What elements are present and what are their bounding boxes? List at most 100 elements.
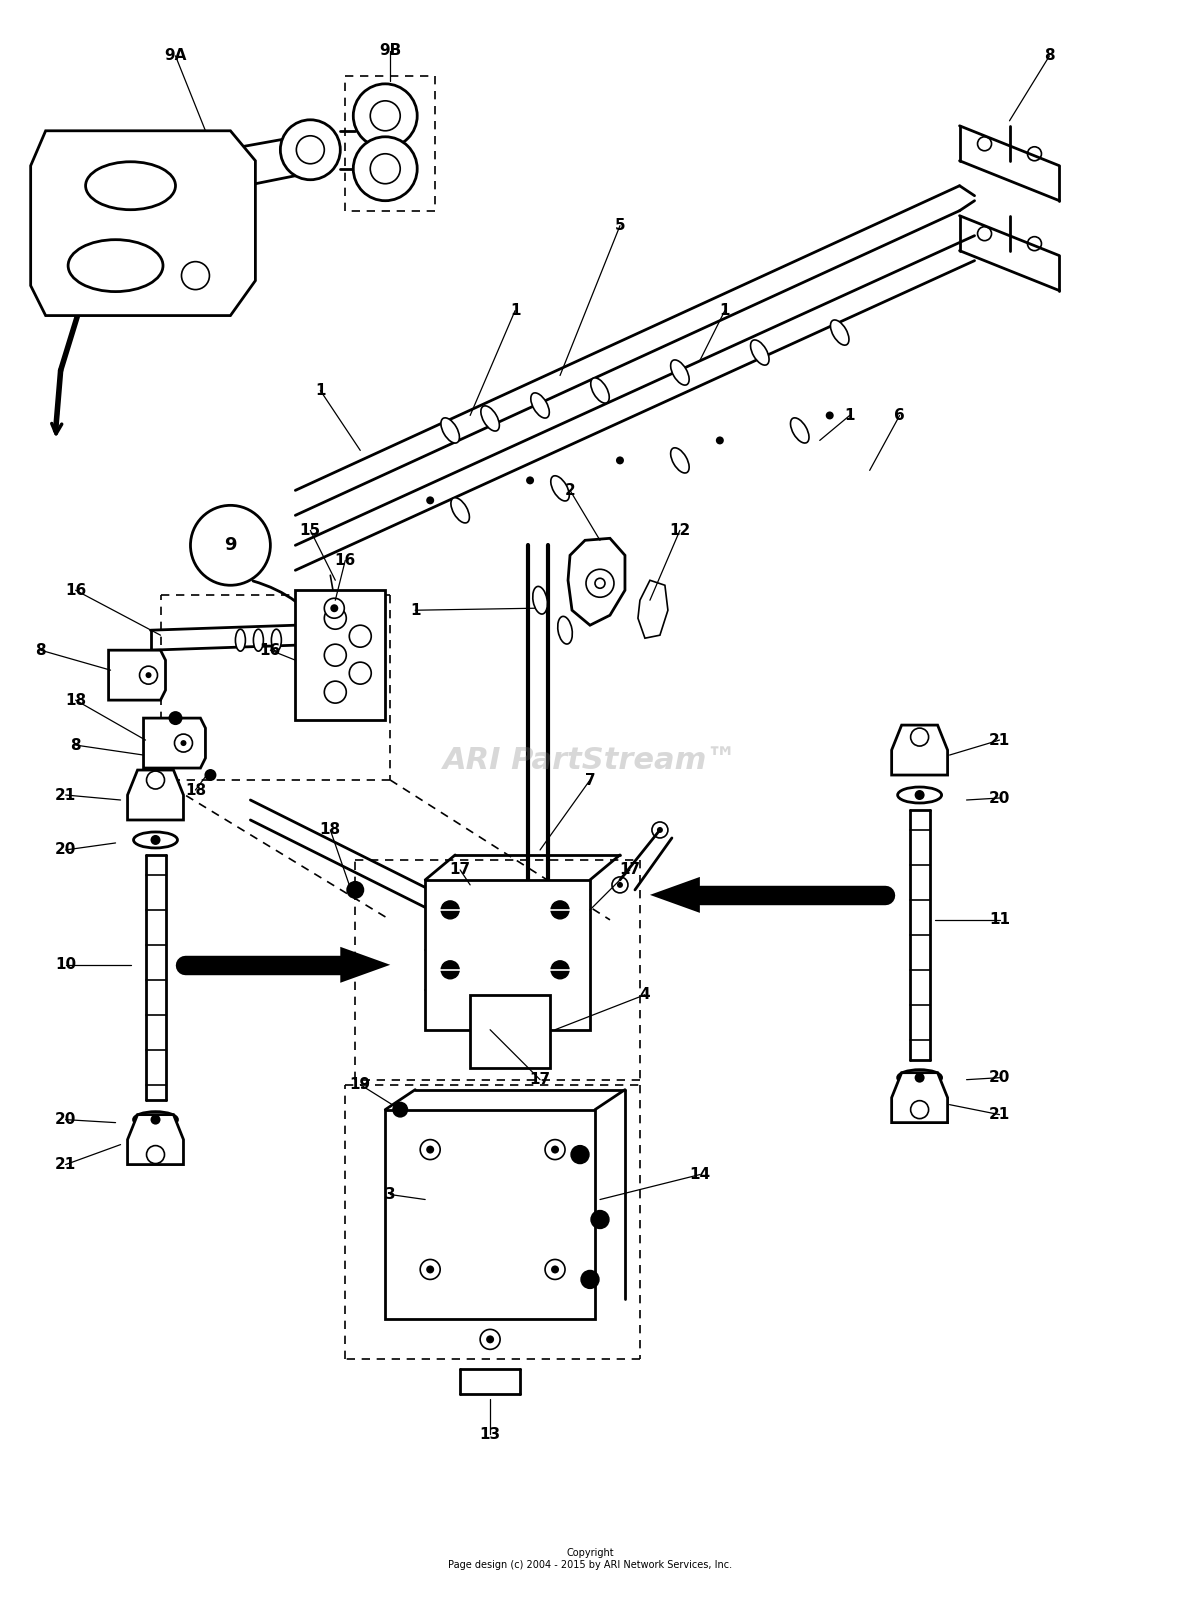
Text: 7: 7 [584, 773, 596, 788]
Text: Copyright
Page design (c) 2004 - 2015 by ARI Network Services, Inc.: Copyright Page design (c) 2004 - 2015 by… [448, 1548, 732, 1570]
Polygon shape [127, 1115, 183, 1165]
Circle shape [526, 476, 535, 484]
Circle shape [551, 1145, 559, 1153]
Text: 9: 9 [224, 536, 237, 555]
Text: 12: 12 [669, 523, 690, 537]
Text: 1: 1 [845, 407, 856, 423]
Polygon shape [385, 1110, 595, 1320]
Ellipse shape [441, 417, 459, 443]
Text: 21: 21 [55, 788, 77, 802]
Text: 8: 8 [71, 738, 81, 752]
Text: 11: 11 [989, 913, 1010, 927]
Circle shape [181, 739, 186, 746]
Text: 15: 15 [300, 523, 321, 537]
Circle shape [426, 496, 434, 504]
Circle shape [426, 1145, 434, 1153]
Ellipse shape [670, 448, 689, 473]
Polygon shape [340, 946, 391, 983]
Circle shape [204, 768, 216, 781]
Text: 10: 10 [55, 958, 77, 972]
Ellipse shape [670, 359, 689, 385]
Polygon shape [638, 581, 668, 638]
Circle shape [281, 120, 340, 180]
Text: 17: 17 [620, 863, 641, 877]
Text: 21: 21 [989, 1107, 1010, 1123]
Text: 9A: 9A [164, 48, 186, 64]
Text: 20: 20 [989, 791, 1010, 805]
Text: 21: 21 [989, 733, 1010, 747]
Circle shape [151, 1115, 160, 1124]
Circle shape [826, 412, 834, 420]
Text: 21: 21 [55, 1156, 77, 1173]
Polygon shape [650, 877, 700, 913]
Text: 1: 1 [409, 603, 420, 618]
Circle shape [441, 961, 459, 978]
Circle shape [190, 505, 270, 585]
Ellipse shape [898, 788, 942, 804]
Ellipse shape [898, 1070, 942, 1086]
Circle shape [392, 1102, 408, 1118]
Circle shape [657, 828, 663, 832]
Text: 8: 8 [35, 643, 46, 658]
Polygon shape [295, 590, 385, 720]
Text: 20: 20 [55, 842, 77, 858]
Text: 20: 20 [55, 1112, 77, 1128]
Circle shape [151, 836, 160, 845]
Text: 16: 16 [65, 582, 86, 598]
Circle shape [551, 901, 569, 919]
Text: 5: 5 [615, 218, 625, 233]
Polygon shape [470, 994, 550, 1068]
Text: 6: 6 [894, 407, 905, 423]
Text: ARI PartStream™: ARI PartStream™ [442, 746, 738, 775]
Polygon shape [109, 650, 165, 699]
Text: 17: 17 [450, 863, 471, 877]
Text: 17: 17 [530, 1071, 551, 1088]
Circle shape [914, 791, 925, 800]
Circle shape [353, 136, 418, 200]
Circle shape [324, 598, 345, 618]
Text: 2: 2 [565, 483, 576, 497]
Ellipse shape [558, 616, 572, 645]
Circle shape [571, 1145, 589, 1163]
Polygon shape [892, 725, 948, 775]
Circle shape [716, 436, 723, 444]
Ellipse shape [254, 629, 263, 651]
Text: 3: 3 [385, 1187, 395, 1201]
Circle shape [551, 961, 569, 978]
Text: 18: 18 [65, 693, 86, 707]
Polygon shape [425, 881, 590, 1030]
Ellipse shape [133, 832, 177, 849]
Circle shape [486, 1336, 494, 1344]
Ellipse shape [481, 406, 499, 431]
Text: 9B: 9B [379, 43, 401, 58]
Polygon shape [144, 719, 205, 768]
Ellipse shape [532, 587, 548, 614]
Ellipse shape [750, 340, 769, 366]
Circle shape [330, 605, 339, 613]
Ellipse shape [591, 379, 609, 403]
Circle shape [616, 457, 624, 465]
Text: 16: 16 [335, 553, 356, 568]
Circle shape [169, 711, 183, 725]
Polygon shape [31, 132, 255, 316]
Ellipse shape [236, 629, 245, 651]
Text: 14: 14 [689, 1168, 710, 1182]
Circle shape [346, 881, 365, 898]
Circle shape [591, 1211, 609, 1229]
Ellipse shape [791, 417, 809, 443]
Text: 13: 13 [479, 1426, 500, 1442]
Circle shape [581, 1270, 599, 1288]
Text: 19: 19 [349, 1078, 371, 1092]
Circle shape [145, 672, 151, 678]
Text: 18: 18 [185, 783, 206, 797]
Text: 1: 1 [720, 303, 730, 318]
Ellipse shape [451, 497, 470, 523]
Polygon shape [127, 770, 183, 820]
Text: 8: 8 [1044, 48, 1055, 64]
Ellipse shape [531, 393, 550, 419]
Ellipse shape [831, 319, 848, 345]
Text: 4: 4 [640, 988, 650, 1002]
Polygon shape [568, 539, 625, 626]
Text: 1: 1 [510, 303, 520, 318]
Ellipse shape [133, 1112, 177, 1128]
